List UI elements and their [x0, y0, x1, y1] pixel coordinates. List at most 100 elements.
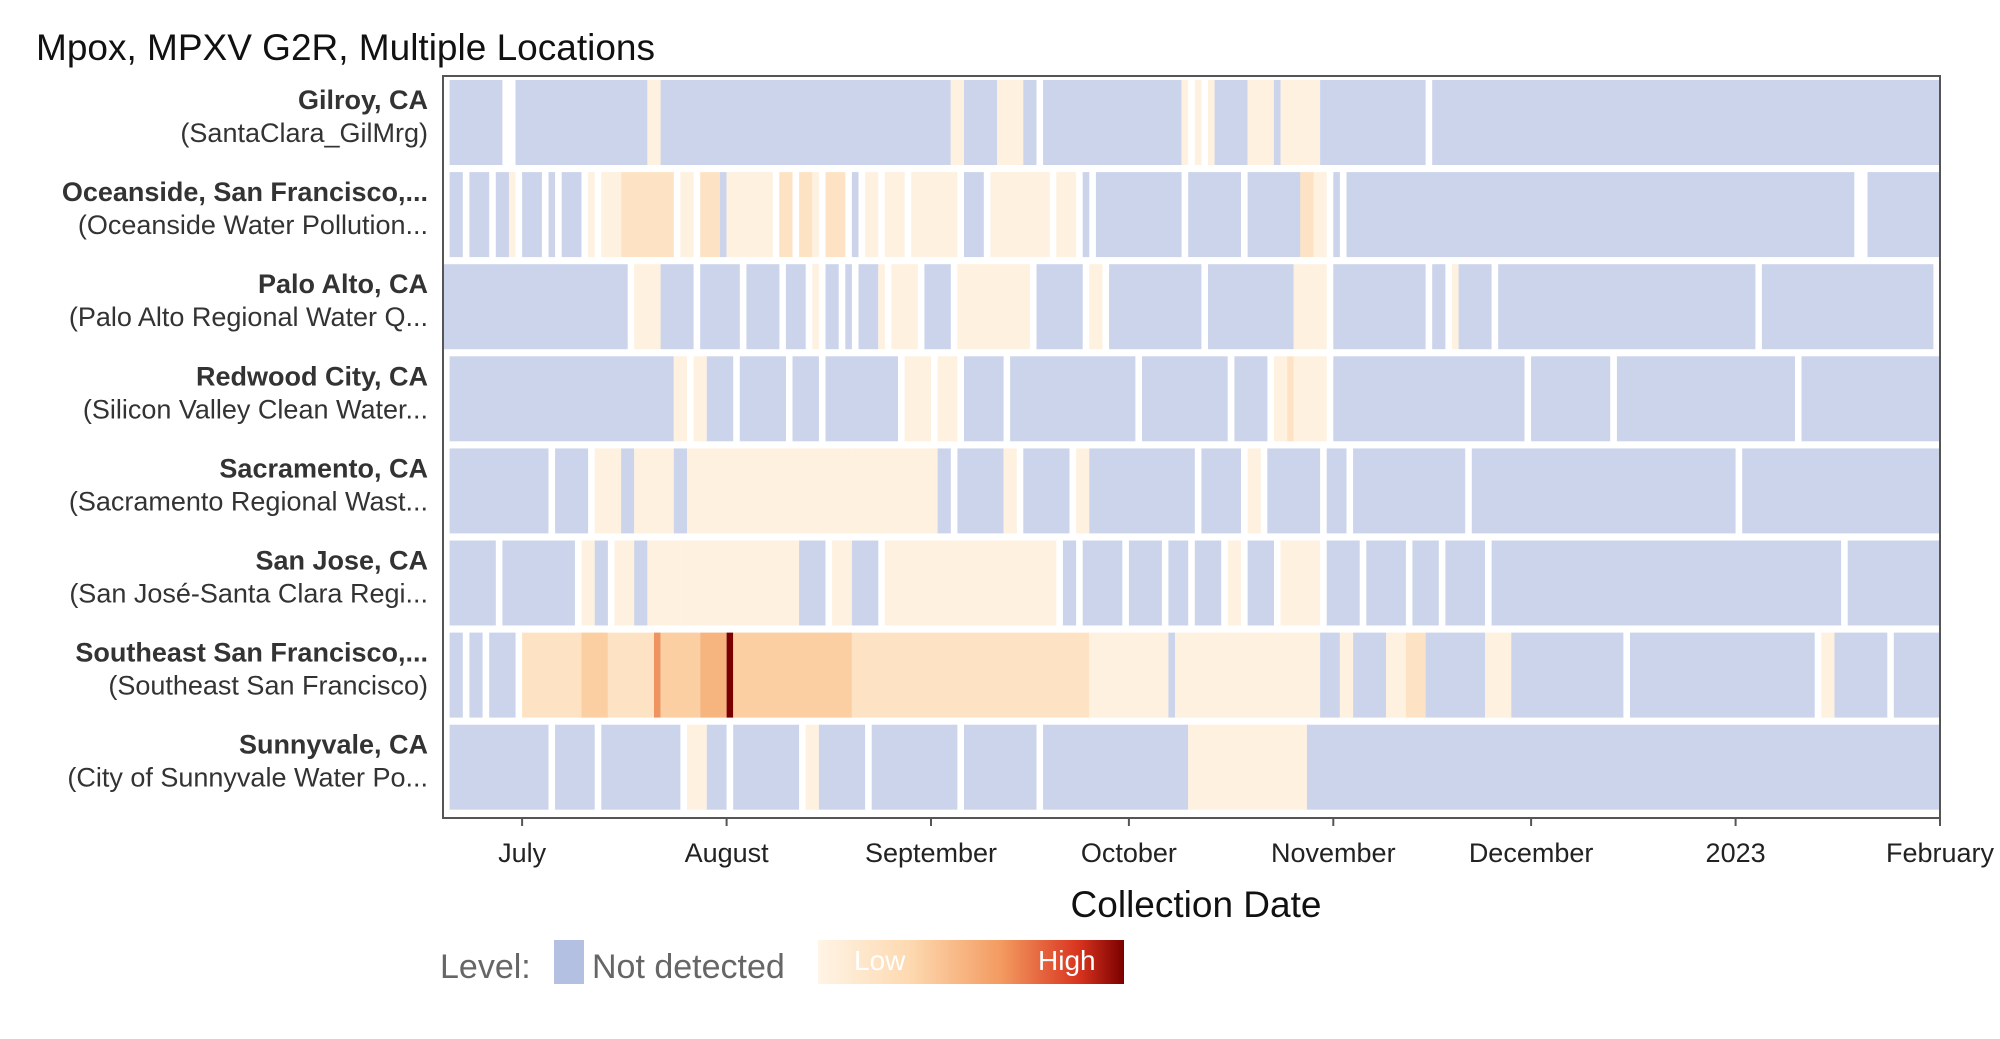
heatmap-cell-detected	[878, 264, 885, 350]
heatmap-cell-not-detected	[706, 724, 727, 810]
heatmap-cell-detected	[884, 172, 905, 258]
x-tick-label: August	[685, 838, 770, 868]
heatmap-cell-detected	[1405, 632, 1426, 718]
heatmap-cell-not-detected	[660, 264, 694, 350]
heatmap-cell-not-detected	[1234, 356, 1268, 442]
row-site-name: (Silicon Valley Clean Water...	[83, 394, 428, 424]
x-tick-label: December	[1469, 838, 1594, 868]
heatmap-cell-not-detected	[495, 172, 509, 258]
heatmap-cell-detected	[680, 540, 800, 626]
heatmap-cell-not-detected	[660, 80, 951, 165]
heatmap-cell-detected	[812, 172, 819, 258]
heatmap-cell-not-detected	[1128, 540, 1162, 626]
heatmap-cell-detected	[581, 540, 595, 626]
row-location-name: Redwood City, CA	[196, 361, 428, 391]
heatmap-cell-detected	[680, 172, 694, 258]
heatmap-cell-not-detected	[720, 172, 727, 258]
x-axis-title: Collection Date	[1071, 884, 1322, 925]
heatmap-cell-not-detected	[1201, 448, 1241, 534]
legend-label: Level:	[440, 948, 531, 986]
heatmap-cell-not-detected	[555, 448, 589, 534]
heatmap-cell-detected	[1221, 724, 1307, 810]
heatmap-cell-detected	[700, 632, 727, 718]
heatmap-cell-not-detected	[871, 724, 958, 810]
row-site-name: (City of Sunnyvale Water Po...	[67, 763, 428, 793]
heatmap-cell-not-detected	[555, 724, 595, 810]
heatmap-cell-not-detected	[449, 356, 674, 442]
heatmap-cell-not-detected	[1082, 540, 1123, 626]
heatmap-cell-not-detected	[845, 264, 852, 350]
heatmap-cell-not-detected	[964, 356, 1004, 442]
heatmap-cell-detected	[581, 632, 608, 718]
heatmap-cell-not-detected	[1036, 264, 1083, 350]
heatmap-cell-detected	[1089, 264, 1103, 350]
heatmap-cell-not-detected	[1320, 80, 1426, 165]
heatmap-cell-not-detected	[746, 264, 780, 350]
row-location-name: Oceanside, San Francisco,...	[62, 177, 428, 207]
heatmap-cell-not-detected	[1346, 172, 1855, 258]
heatmap-cell-not-detected	[1511, 632, 1624, 718]
heatmap-cell-detected	[1273, 356, 1288, 442]
heatmap-cell-detected	[634, 448, 674, 534]
heatmap-cell-detected	[687, 448, 852, 534]
heatmap-cell-detected	[805, 724, 819, 810]
heatmap-cell-not-detected	[1491, 540, 1842, 626]
heatmap-cell-detected	[1293, 264, 1327, 350]
heatmap-cell-not-detected	[851, 540, 879, 626]
heatmap-cell-not-detected	[1326, 540, 1360, 626]
heatmap-cell-not-detected	[548, 172, 556, 258]
legend-not-detected-swatch	[554, 940, 584, 984]
chart-title: Mpox, MPXV G2R, Multiple Locations	[36, 27, 655, 68]
row-site-name: (Oceanside Water Pollution...	[78, 210, 428, 240]
heatmap-cell-not-detected	[1498, 264, 1756, 350]
heatmap-cell-not-detected	[1432, 264, 1446, 350]
heatmap-cell-not-detected	[1273, 80, 1281, 165]
heatmap-cell-not-detected	[1630, 632, 1815, 718]
heatmap-cell-detected	[779, 172, 793, 258]
heatmap-cell-not-detected	[858, 264, 879, 350]
heatmap-cell-detected	[1102, 632, 1169, 718]
heatmap-cell-not-detected	[1412, 540, 1439, 626]
heatmap-cell-detected	[891, 264, 918, 350]
heatmap-cell-detected	[799, 172, 813, 258]
heatmap-cell-detected	[1287, 356, 1294, 442]
heatmap-cell-detected	[654, 632, 661, 718]
heatmap-cell-detected	[601, 172, 622, 258]
heatmap-cell-not-detected	[1346, 724, 1940, 810]
heatmap-cell-detected	[1300, 172, 1314, 258]
row-location-name: Gilroy, CA	[298, 85, 428, 115]
row-location-name: Southeast San Francisco,...	[75, 638, 428, 668]
heatmap-cell-not-detected	[449, 632, 463, 718]
heatmap-cell-not-detected	[594, 540, 608, 626]
heatmap-cell-not-detected	[449, 540, 496, 626]
heatmap-cell-not-detected	[825, 356, 898, 442]
heatmap-cells	[443, 80, 1940, 810]
heatmap-cell-not-detected	[1471, 448, 1736, 534]
heatmap-cell-not-detected	[1893, 632, 1940, 718]
heatmap-cell-not-detected	[1333, 264, 1426, 350]
heatmap-cell-not-detected	[1445, 540, 1485, 626]
heatmap-cell-not-detected	[924, 264, 951, 350]
row-location-name: Sunnyvale, CA	[239, 730, 428, 760]
heatmap-cell-not-detected	[1531, 356, 1611, 442]
heatmap-cell-detected	[990, 172, 1050, 258]
heatmap-cell-not-detected	[1247, 540, 1274, 626]
heatmap-cell-detected	[1280, 540, 1321, 626]
heatmap-cell-detected	[957, 264, 1030, 350]
heatmap-cell-not-detected	[673, 448, 687, 534]
row-location-name: San Jose, CA	[255, 546, 428, 576]
heatmap-cell-detected	[508, 172, 516, 258]
heatmap-cell-not-detected	[964, 172, 984, 258]
heatmap-cell-detected	[673, 356, 687, 442]
heatmap-cell-not-detected	[739, 356, 786, 442]
heatmap-cell-not-detected	[937, 448, 951, 534]
legend: Level: Not detected Low High	[440, 940, 1124, 986]
heatmap-cell-detected	[904, 356, 931, 442]
heatmap-cell-detected	[647, 80, 661, 165]
heatmap-cell-not-detected	[1023, 80, 1037, 165]
heatmap-cell-detected	[693, 356, 707, 442]
heatmap-cell-detected	[594, 448, 622, 534]
heatmap-cell-not-detected	[561, 172, 582, 258]
heatmap-cell-not-detected	[449, 80, 503, 165]
heatmap-cell-detected	[1056, 172, 1077, 258]
